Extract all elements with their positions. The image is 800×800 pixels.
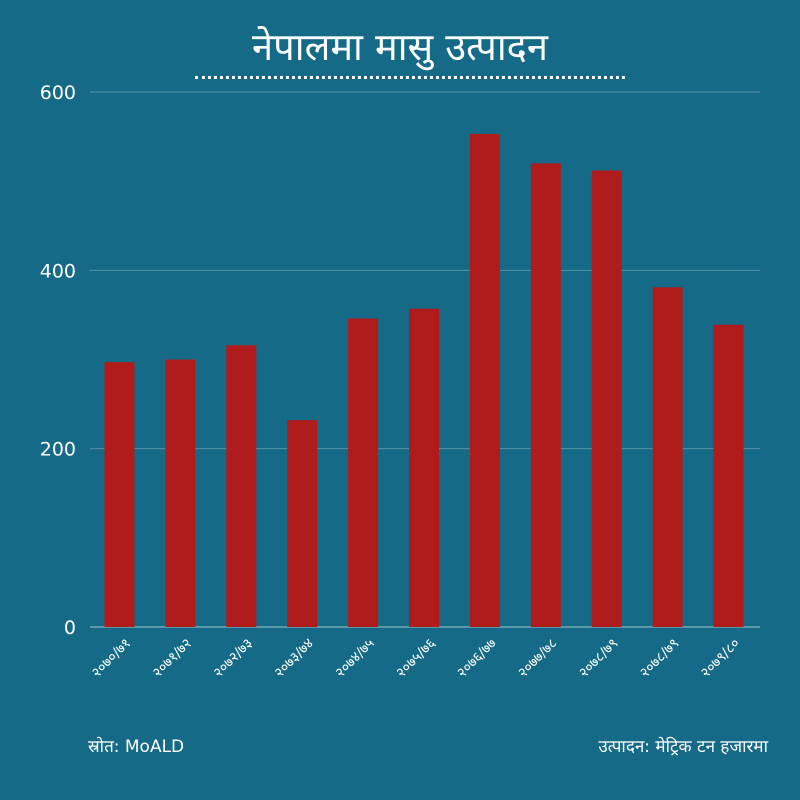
x-tick-label: २०७५/७६ — [393, 636, 439, 682]
bar — [591, 170, 622, 627]
chart-title: नेपालमा मासु उत्पादन — [252, 25, 548, 69]
x-axis: २०७०/७१ २०७१/७२ २०७२/७३ २०७३/७४ २०७४/७५ २०७५/… — [89, 636, 744, 682]
y-tick-label: 600 — [40, 82, 76, 104]
y-tick-label: 200 — [40, 439, 76, 461]
y-axis: 0 200 400 600 — [40, 82, 76, 639]
x-tick-label: २०७७/७८ — [515, 636, 561, 682]
title-underline — [195, 76, 625, 79]
x-tick-label: २०७२/७३ — [211, 636, 257, 682]
x-tick-label: २०७३/७४ — [271, 636, 317, 682]
unit-note: उत्पादन: मेट्रिक टन हजारमा — [598, 737, 768, 757]
bar — [409, 308, 439, 627]
bar-layer — [104, 133, 744, 628]
x-tick-label: २०७६/७७ — [454, 636, 500, 682]
x-tick-label: २०७१/७२ — [150, 636, 196, 682]
bar — [530, 163, 561, 628]
x-tick-label: २०७८/७९ — [576, 636, 622, 682]
bar — [713, 324, 744, 627]
x-tick-label: २०७०/७१ — [89, 636, 135, 682]
bar — [652, 287, 683, 627]
bar — [469, 133, 500, 628]
bar — [165, 359, 196, 627]
y-tick-label: 0 — [64, 617, 76, 639]
bar — [348, 318, 379, 627]
y-tick-label: 400 — [40, 260, 76, 282]
x-tick-label: २०७४/७५ — [332, 636, 378, 682]
source-note: स्रोत: MoALD — [88, 737, 185, 757]
x-tick-label: २०७९/८० — [698, 636, 744, 682]
bar — [104, 362, 135, 627]
x-tick-label: २०७८/७९ — [637, 636, 683, 682]
bar — [287, 420, 318, 627]
bar — [226, 345, 257, 627]
